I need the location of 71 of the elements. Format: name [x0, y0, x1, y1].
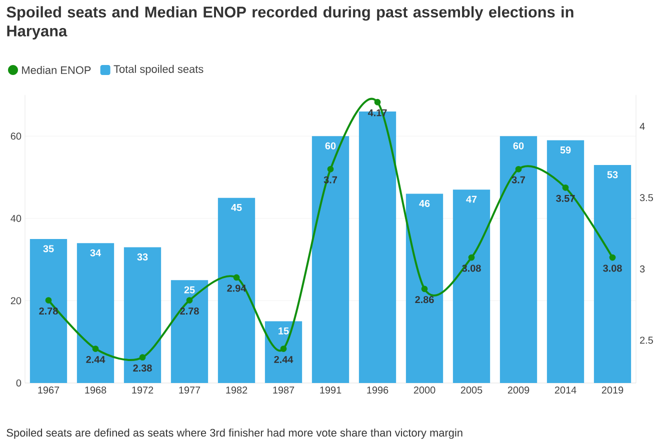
text: Spoiled seats are defined as seats where 3rd finisher had more vote share than victory margin [6, 428, 462, 439]
x-tick-label: 2014 [554, 386, 576, 394]
y2-tick-label: 3.5 [640, 194, 653, 202]
point [609, 254, 616, 261]
legend-label: Median ENOP [22, 66, 91, 74]
data-label: 2.78 [39, 308, 58, 315]
x-tick-label: 2005 [460, 386, 482, 394]
y2-tick-label: 4 [640, 122, 645, 130]
data-label: 15 [278, 327, 289, 334]
point [327, 166, 334, 172]
bar [218, 198, 256, 383]
x-tick-label: 1982 [226, 386, 248, 394]
data-label: 46 [419, 200, 430, 207]
data-label: 45 [231, 204, 242, 211]
data-label: 47 [466, 196, 477, 203]
bar [546, 140, 584, 383]
point [92, 346, 99, 352]
bar [30, 239, 68, 383]
data-label: 2.38 [133, 364, 152, 372]
point [421, 286, 428, 292]
y2-tick-label: 2.5 [640, 336, 653, 344]
point [562, 184, 569, 191]
data-label: 33 [137, 253, 148, 260]
point [468, 254, 475, 261]
bar [358, 111, 396, 383]
bar [312, 136, 350, 383]
y2-tick-label: 3 [640, 265, 645, 272]
chart-title: Spoiled seats and Median ENOP recorded during past assembly elections in Haryana [6, 6, 574, 40]
data-label: 3.7 [512, 176, 525, 184]
x-tick-label: 2019 [602, 386, 624, 394]
point [45, 297, 52, 304]
point [515, 166, 522, 172]
data-label: 2.86 [415, 296, 434, 304]
data-label: 60 [325, 142, 336, 150]
bar [406, 194, 444, 383]
x-tick-label: 1968 [85, 386, 106, 394]
data-label: 3.08 [603, 264, 622, 272]
x-tick-label: 1991 [320, 386, 342, 394]
data-label: 2.78 [180, 308, 199, 315]
bar [170, 280, 208, 383]
y-tick-label: 60 [10, 132, 22, 140]
point [139, 354, 146, 361]
data-label: 25 [184, 286, 195, 294]
y-tick-label: 20 [10, 297, 22, 304]
point [374, 98, 381, 106]
x-tick-label: 1987 [273, 386, 294, 394]
x-tick-label: 1972 [132, 386, 154, 394]
y-tick-label: 0 [16, 379, 22, 387]
bar [594, 164, 632, 383]
data-label: 2.44 [274, 356, 294, 363]
y-tick-label: 40 [10, 214, 22, 222]
bar [452, 190, 490, 383]
data-label: 2.44 [86, 356, 106, 363]
point [280, 346, 287, 352]
point [233, 274, 240, 281]
bar [76, 243, 114, 383]
data-label: 53 [607, 171, 618, 178]
x-tick-label: 1977 [179, 386, 200, 394]
data-label: 59 [560, 146, 571, 154]
data-label: 35 [43, 245, 54, 252]
x-tick-label: 2000 [414, 386, 436, 394]
point [186, 297, 193, 304]
data-label: 60 [513, 142, 524, 150]
bar [500, 136, 538, 383]
x-tick-label: 1967 [38, 386, 60, 394]
bar [264, 321, 302, 383]
legend-label: Total spoiled seats [114, 64, 204, 76]
x-tick-label: 2009 [508, 386, 530, 394]
data-label: 34 [90, 249, 101, 256]
bar [124, 247, 162, 383]
x-tick-label: 1996 [367, 386, 388, 394]
